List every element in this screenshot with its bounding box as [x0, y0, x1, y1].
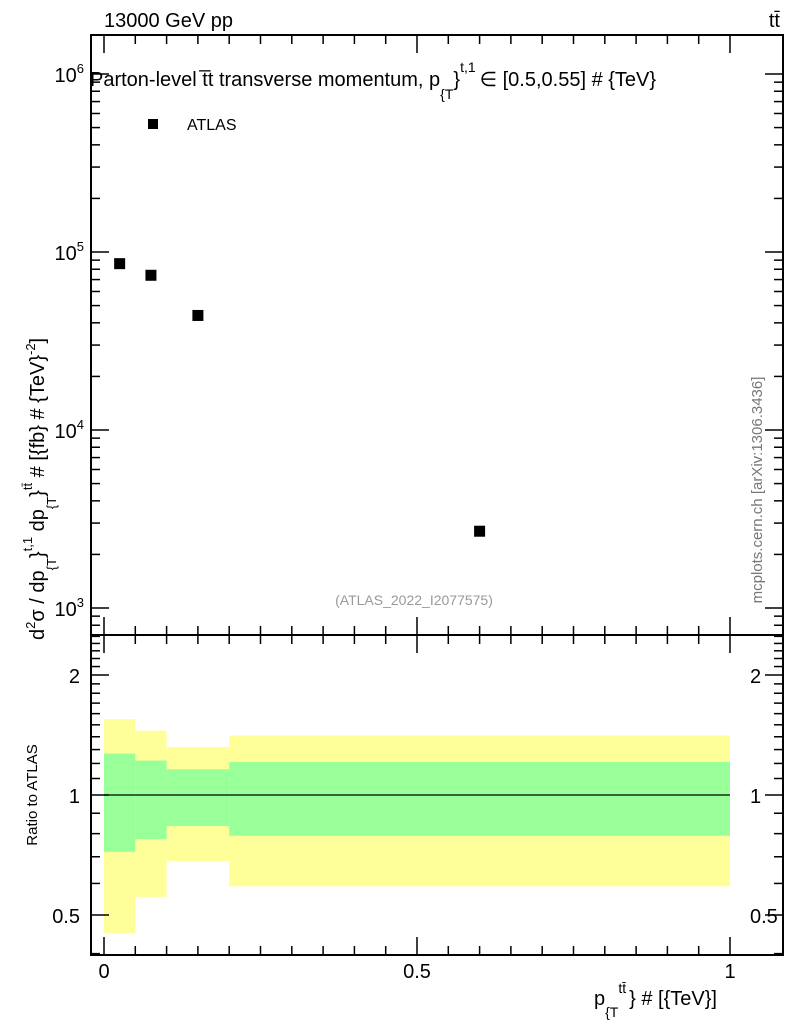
data-points	[114, 258, 486, 537]
ratio-frame	[90, 634, 784, 956]
main-y-axis-label: d2σ / dp{T}t,1 dp{T}tt̄ # [{fb} # {TeV}-…	[20, 338, 59, 640]
x-tick-label: 0	[98, 961, 109, 983]
ratio-y-tick-label-right: 2	[750, 666, 761, 688]
data-point-atlas	[474, 525, 486, 537]
analysis-annotation: (ATLAS_2022_I2077575)	[335, 592, 493, 608]
data-point-atlas	[192, 309, 204, 321]
ratio-band-stat-bin-2	[166, 769, 230, 827]
legend-label-atlas: ATLAS	[187, 117, 237, 134]
x-axis-label: p{Ttt̄} # [{TeV}]	[594, 980, 717, 1020]
ratio-bands	[104, 719, 730, 934]
legend-marker-atlas	[148, 119, 158, 129]
ratio-band-stat-bin-3	[229, 761, 730, 836]
ratio-y-tick-label-left: 1	[69, 786, 80, 808]
ratio-band-stat-bin-0	[104, 753, 136, 852]
header-process: tt̄	[769, 10, 781, 32]
ratio-y-tick-label-right: 0.5	[750, 906, 778, 928]
y-tick-label: 105	[55, 239, 84, 265]
x-tick-label: 0.5	[403, 961, 431, 983]
data-point-atlas	[114, 258, 126, 270]
ratio-band-stat-bin-1	[135, 760, 167, 840]
y-tick-label: 104	[55, 417, 84, 443]
y-tick-label: 103	[55, 595, 84, 621]
axis-ticks	[91, 35, 783, 955]
y-tick-label: 106	[55, 61, 84, 87]
ratio-y-tick-label-left: 0.5	[52, 906, 80, 928]
header-energy: 13000 GeV pp	[104, 10, 233, 32]
ratio-y-tick-label-right: 1	[750, 786, 761, 808]
x-tick-label: 1	[724, 961, 735, 983]
ratio-y-axis-label: Ratio to ATLAS	[24, 744, 41, 845]
ratio-y-tick-label-left: 2	[69, 666, 80, 688]
side-watermark: mcplots.cern.ch [arXiv:1306.3436]	[749, 377, 766, 604]
plot-title: Parton-level t̅t transverse momentum, p{…	[90, 59, 656, 102]
data-point-atlas	[145, 269, 157, 281]
